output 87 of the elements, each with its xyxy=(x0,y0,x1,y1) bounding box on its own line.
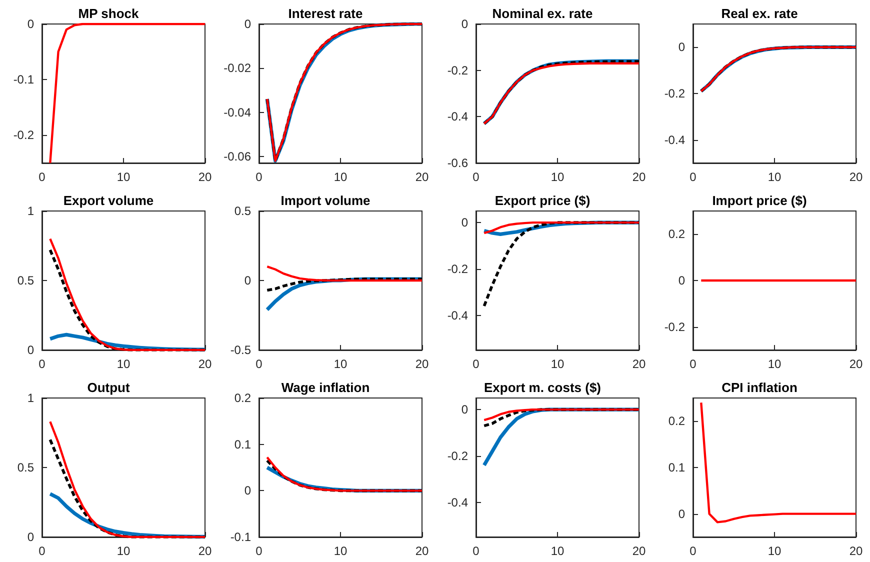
y-tick-label: -0.4 xyxy=(664,132,686,147)
y-tick-label: -0.02 xyxy=(224,61,252,76)
x-tick-label: 0 xyxy=(256,170,263,184)
chart-title: CPI inflation xyxy=(722,380,798,395)
y-tick-label: 0 xyxy=(244,274,252,288)
x-tick-label: 10 xyxy=(550,170,564,184)
x-tick-label: 20 xyxy=(415,357,429,371)
x-tick-label: 0 xyxy=(690,170,697,184)
y-tick-label: 0 xyxy=(461,17,468,31)
x-tick-label: 0 xyxy=(472,357,480,371)
y-tick-label: 0.5 xyxy=(17,274,34,288)
x-tick-label: 0 xyxy=(38,544,46,558)
y-tick-label: 0.2 xyxy=(668,227,686,242)
y-tick-label: 0.2 xyxy=(234,391,252,405)
chart-title: Nominal ex. rate xyxy=(492,6,593,21)
chart-title: Output xyxy=(87,380,130,395)
y-tick-label: -0.4 xyxy=(447,308,468,322)
y-tick-label: -0.4 xyxy=(447,495,468,510)
x-tick-label: 0 xyxy=(256,357,263,371)
chart-title: Interest rate xyxy=(288,6,363,21)
y-tick-label: -0.2 xyxy=(664,320,686,334)
x-tick-label: 20 xyxy=(632,170,646,184)
y-tick-label: -0.4 xyxy=(447,110,468,124)
y-tick-label: 0.5 xyxy=(17,460,34,474)
y-tick-label: -0.2 xyxy=(13,128,34,142)
y-tick-label: -0.6 xyxy=(447,156,468,170)
y-tick-label: 0 xyxy=(678,506,686,521)
chart-title: Import price ($) xyxy=(712,193,807,208)
chart-title: Wage inflation xyxy=(281,380,370,395)
x-tick-label: 10 xyxy=(116,170,130,184)
y-tick-label: 0 xyxy=(27,17,34,31)
x-tick-label: 10 xyxy=(768,170,782,184)
x-tick-label: 10 xyxy=(116,544,130,558)
y-tick-label: 0.5 xyxy=(234,204,252,218)
y-tick-label: -0.2 xyxy=(447,63,468,78)
y-tick-label: -0.06 xyxy=(224,149,252,164)
x-tick-label: 0 xyxy=(38,357,46,371)
y-tick-label: -0.1 xyxy=(13,72,34,87)
x-tick-label: 10 xyxy=(334,357,348,371)
x-tick-label: 20 xyxy=(415,170,429,184)
x-tick-label: 10 xyxy=(550,544,564,558)
x-tick-label: 0 xyxy=(256,544,263,558)
x-tick-label: 10 xyxy=(550,357,564,371)
y-tick-label: 0 xyxy=(461,216,468,230)
y-tick-label: -0.2 xyxy=(664,86,686,100)
y-tick-label: 0.1 xyxy=(234,437,252,452)
x-tick-label: 0 xyxy=(690,544,697,558)
y-tick-label: 0 xyxy=(27,530,34,544)
y-tick-label: -0.1 xyxy=(230,530,252,544)
x-tick-label: 0 xyxy=(472,544,480,558)
y-tick-label: -0.5 xyxy=(230,343,252,357)
x-tick-label: 20 xyxy=(849,544,863,558)
x-tick-label: 20 xyxy=(849,170,863,184)
x-tick-label: 10 xyxy=(334,544,348,558)
y-tick-label: -0.2 xyxy=(447,262,468,276)
y-tick-label: 0 xyxy=(678,40,686,54)
x-tick-label: 20 xyxy=(198,544,212,558)
x-tick-label: 20 xyxy=(632,357,646,371)
y-tick-label: -0.04 xyxy=(224,105,252,120)
x-tick-label: 10 xyxy=(768,544,782,558)
y-tick-label: 0.2 xyxy=(668,414,686,428)
x-tick-label: 0 xyxy=(690,357,697,371)
x-tick-label: 20 xyxy=(632,544,646,558)
y-tick-label: 0 xyxy=(678,274,686,288)
chart-title: Export price ($) xyxy=(494,193,590,208)
y-tick-label: 0 xyxy=(244,17,252,31)
x-tick-label: 20 xyxy=(415,544,429,558)
x-tick-label: 20 xyxy=(198,357,212,371)
chart-title: MP shock xyxy=(78,6,140,21)
x-tick-label: 0 xyxy=(472,170,480,184)
y-tick-label: 1 xyxy=(27,204,34,218)
y-tick-label: 0.1 xyxy=(668,460,686,474)
x-tick-label: 20 xyxy=(198,170,212,184)
x-tick-label: 10 xyxy=(768,357,782,371)
y-tick-label: 0 xyxy=(244,484,252,498)
y-tick-label: -0.2 xyxy=(447,448,468,463)
chart-title: Export m. costs ($) xyxy=(484,380,602,395)
chart-title: Import volume xyxy=(280,193,370,208)
y-tick-label: 0 xyxy=(27,343,34,357)
x-tick-label: 10 xyxy=(116,357,130,371)
x-tick-label: 0 xyxy=(38,170,46,184)
chart-title: Real ex. rate xyxy=(721,6,798,21)
x-tick-label: 10 xyxy=(334,170,348,184)
chart-title: Export volume xyxy=(63,193,154,208)
y-tick-label: 1 xyxy=(27,391,34,405)
x-tick-label: 20 xyxy=(849,357,863,371)
y-tick-label: 0 xyxy=(461,402,468,417)
